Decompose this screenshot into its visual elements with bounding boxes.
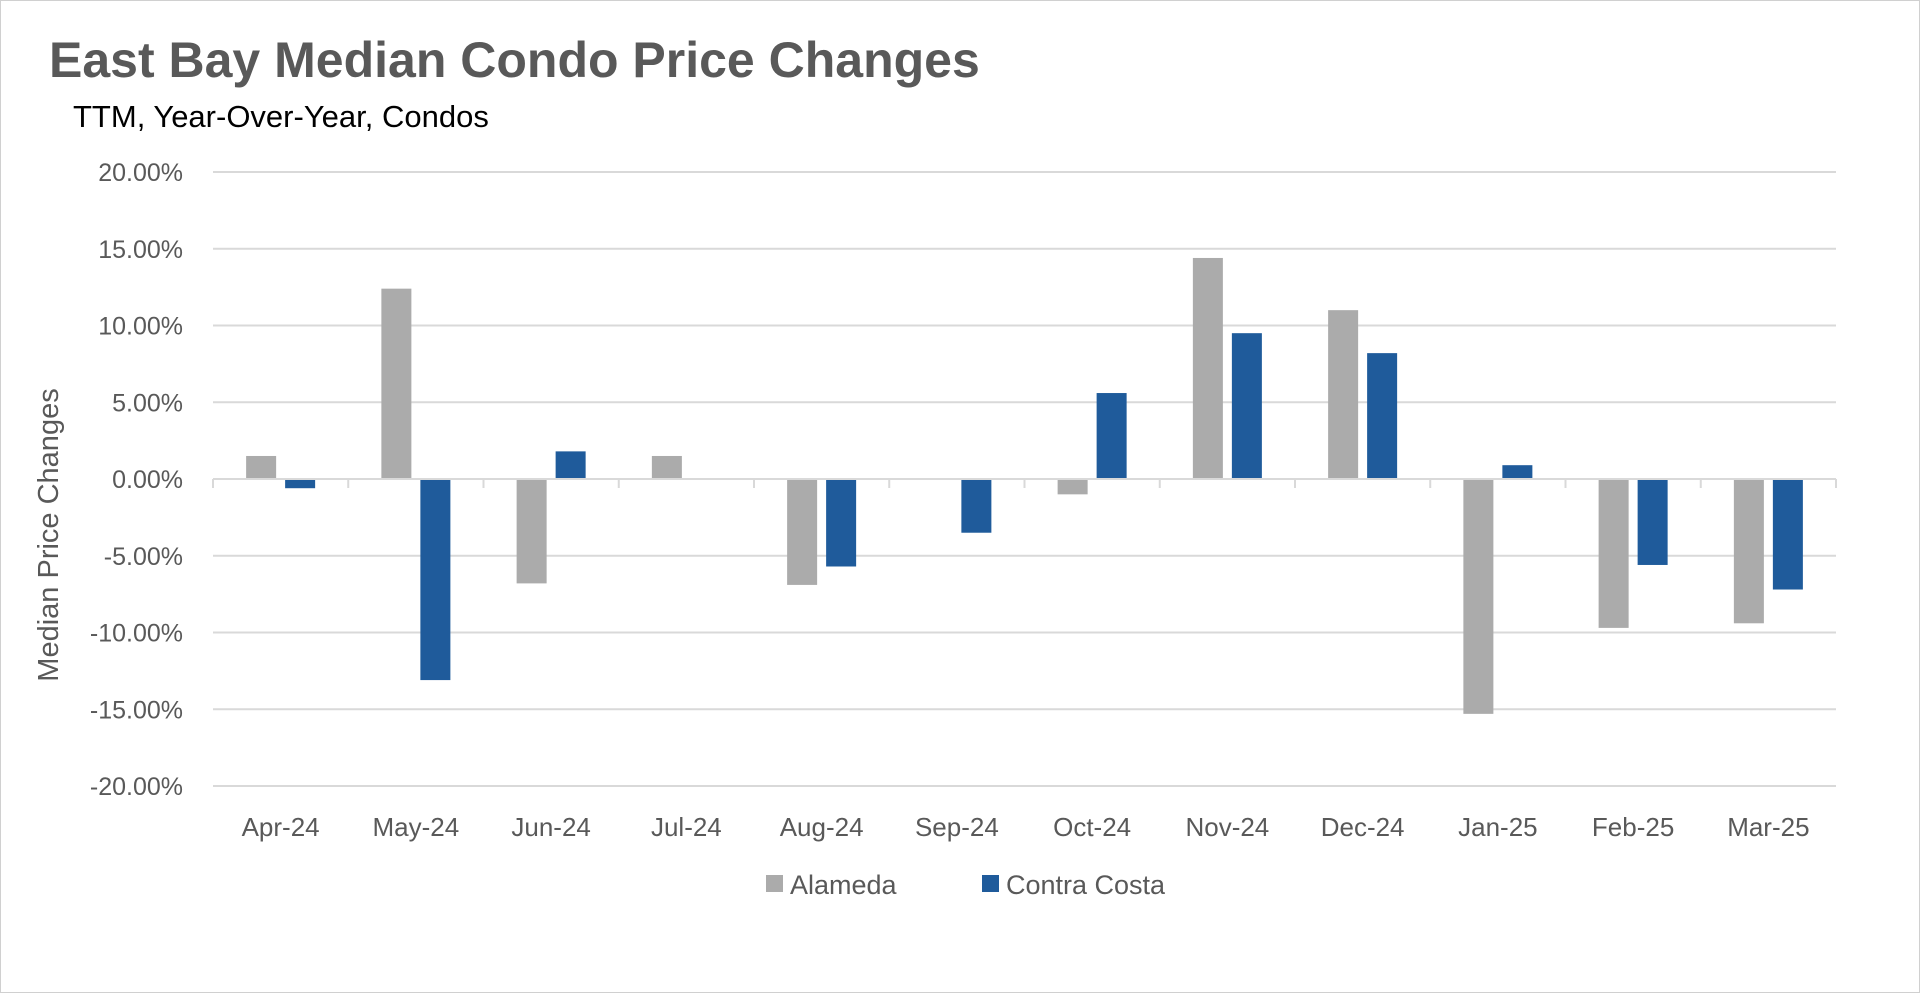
x-tick-label: Mar-25 bbox=[1727, 812, 1809, 842]
bar-alameda-oct-24 bbox=[1057, 479, 1088, 495]
chart-subtitle: TTM, Year-Over-Year, Condos bbox=[73, 99, 489, 134]
y-tick-label: 15.00% bbox=[98, 236, 183, 264]
x-axis: Apr-24 May-24 Jun-24 Jul-24 Aug-24 Sep-24 Oct-… bbox=[212, 478, 1837, 842]
bar-contra-costa-jan-25 bbox=[1502, 465, 1533, 479]
x-tick-label: Oct-24 bbox=[1053, 812, 1131, 842]
x-tick-label: Apr-24 bbox=[242, 812, 320, 842]
bar-contra-costa-aug-24 bbox=[826, 479, 857, 567]
bar-alameda-feb-25 bbox=[1598, 479, 1629, 628]
bar-alameda-mar-25 bbox=[1733, 479, 1764, 624]
bar-alameda-may-24 bbox=[381, 288, 412, 479]
x-tick-label: Nov-24 bbox=[1185, 812, 1269, 842]
x-tick-label: Jul-24 bbox=[651, 812, 722, 842]
x-tick-label: Feb-25 bbox=[1592, 812, 1674, 842]
x-tick-label: Sep-24 bbox=[915, 812, 999, 842]
bar-contra-costa-may-24 bbox=[420, 479, 451, 681]
y-tick-label: 5.00% bbox=[112, 389, 183, 417]
y-tick-label: 10.00% bbox=[98, 313, 183, 341]
bar-contra-costa-oct-24 bbox=[1096, 393, 1127, 479]
bar-alameda-jun-24 bbox=[516, 479, 547, 584]
bar-contra-costa-dec-24 bbox=[1367, 353, 1398, 479]
y-tick-label: 0.00% bbox=[112, 466, 183, 494]
x-tick-label: Jun-24 bbox=[511, 812, 591, 842]
y-tick-label: -10.00% bbox=[90, 620, 183, 648]
y-tick-label: -15.00% bbox=[90, 696, 183, 724]
legend-label: Contra Costa bbox=[1006, 870, 1166, 900]
gridlines bbox=[213, 171, 1836, 787]
bar-contra-costa-nov-24 bbox=[1231, 333, 1262, 479]
y-axis-label: Median Price Changes bbox=[33, 388, 65, 681]
legend-swatch bbox=[982, 875, 999, 892]
x-tick-label: May-24 bbox=[373, 812, 460, 842]
bar-alameda-apr-24 bbox=[246, 455, 277, 479]
bar-alameda-jul-24 bbox=[651, 455, 682, 479]
bar-contra-costa-jun-24 bbox=[555, 451, 586, 479]
legend-label: Alameda bbox=[790, 870, 898, 900]
y-axis-ticks: 20.00% 15.00% 10.00% 5.00% 0.00% -5.00% -10.00… bbox=[90, 159, 183, 801]
bar-alameda-dec-24 bbox=[1328, 310, 1359, 479]
bar-alameda-jan-25 bbox=[1463, 479, 1494, 714]
y-tick-label: -5.00% bbox=[104, 543, 183, 571]
x-tick-label: Jan-25 bbox=[1458, 812, 1538, 842]
bar-contra-costa-apr-24 bbox=[285, 479, 316, 489]
bars bbox=[246, 257, 1803, 714]
x-tick-label: Aug-24 bbox=[780, 812, 864, 842]
chart-title: East Bay Median Condo Price Changes bbox=[49, 32, 980, 88]
y-tick-label: -20.00% bbox=[90, 773, 183, 801]
bar-alameda-aug-24 bbox=[787, 479, 818, 585]
x-tick-label: Dec-24 bbox=[1321, 812, 1405, 842]
y-tick-label: 20.00% bbox=[98, 159, 183, 187]
legend-swatch bbox=[766, 875, 783, 892]
bar-contra-costa-sep-24 bbox=[961, 479, 992, 533]
bar-contra-costa-feb-25 bbox=[1637, 479, 1668, 565]
bar-alameda-nov-24 bbox=[1192, 257, 1223, 479]
bar-contra-costa-mar-25 bbox=[1772, 479, 1803, 590]
legend: Alameda Contra Costa bbox=[766, 870, 1166, 900]
